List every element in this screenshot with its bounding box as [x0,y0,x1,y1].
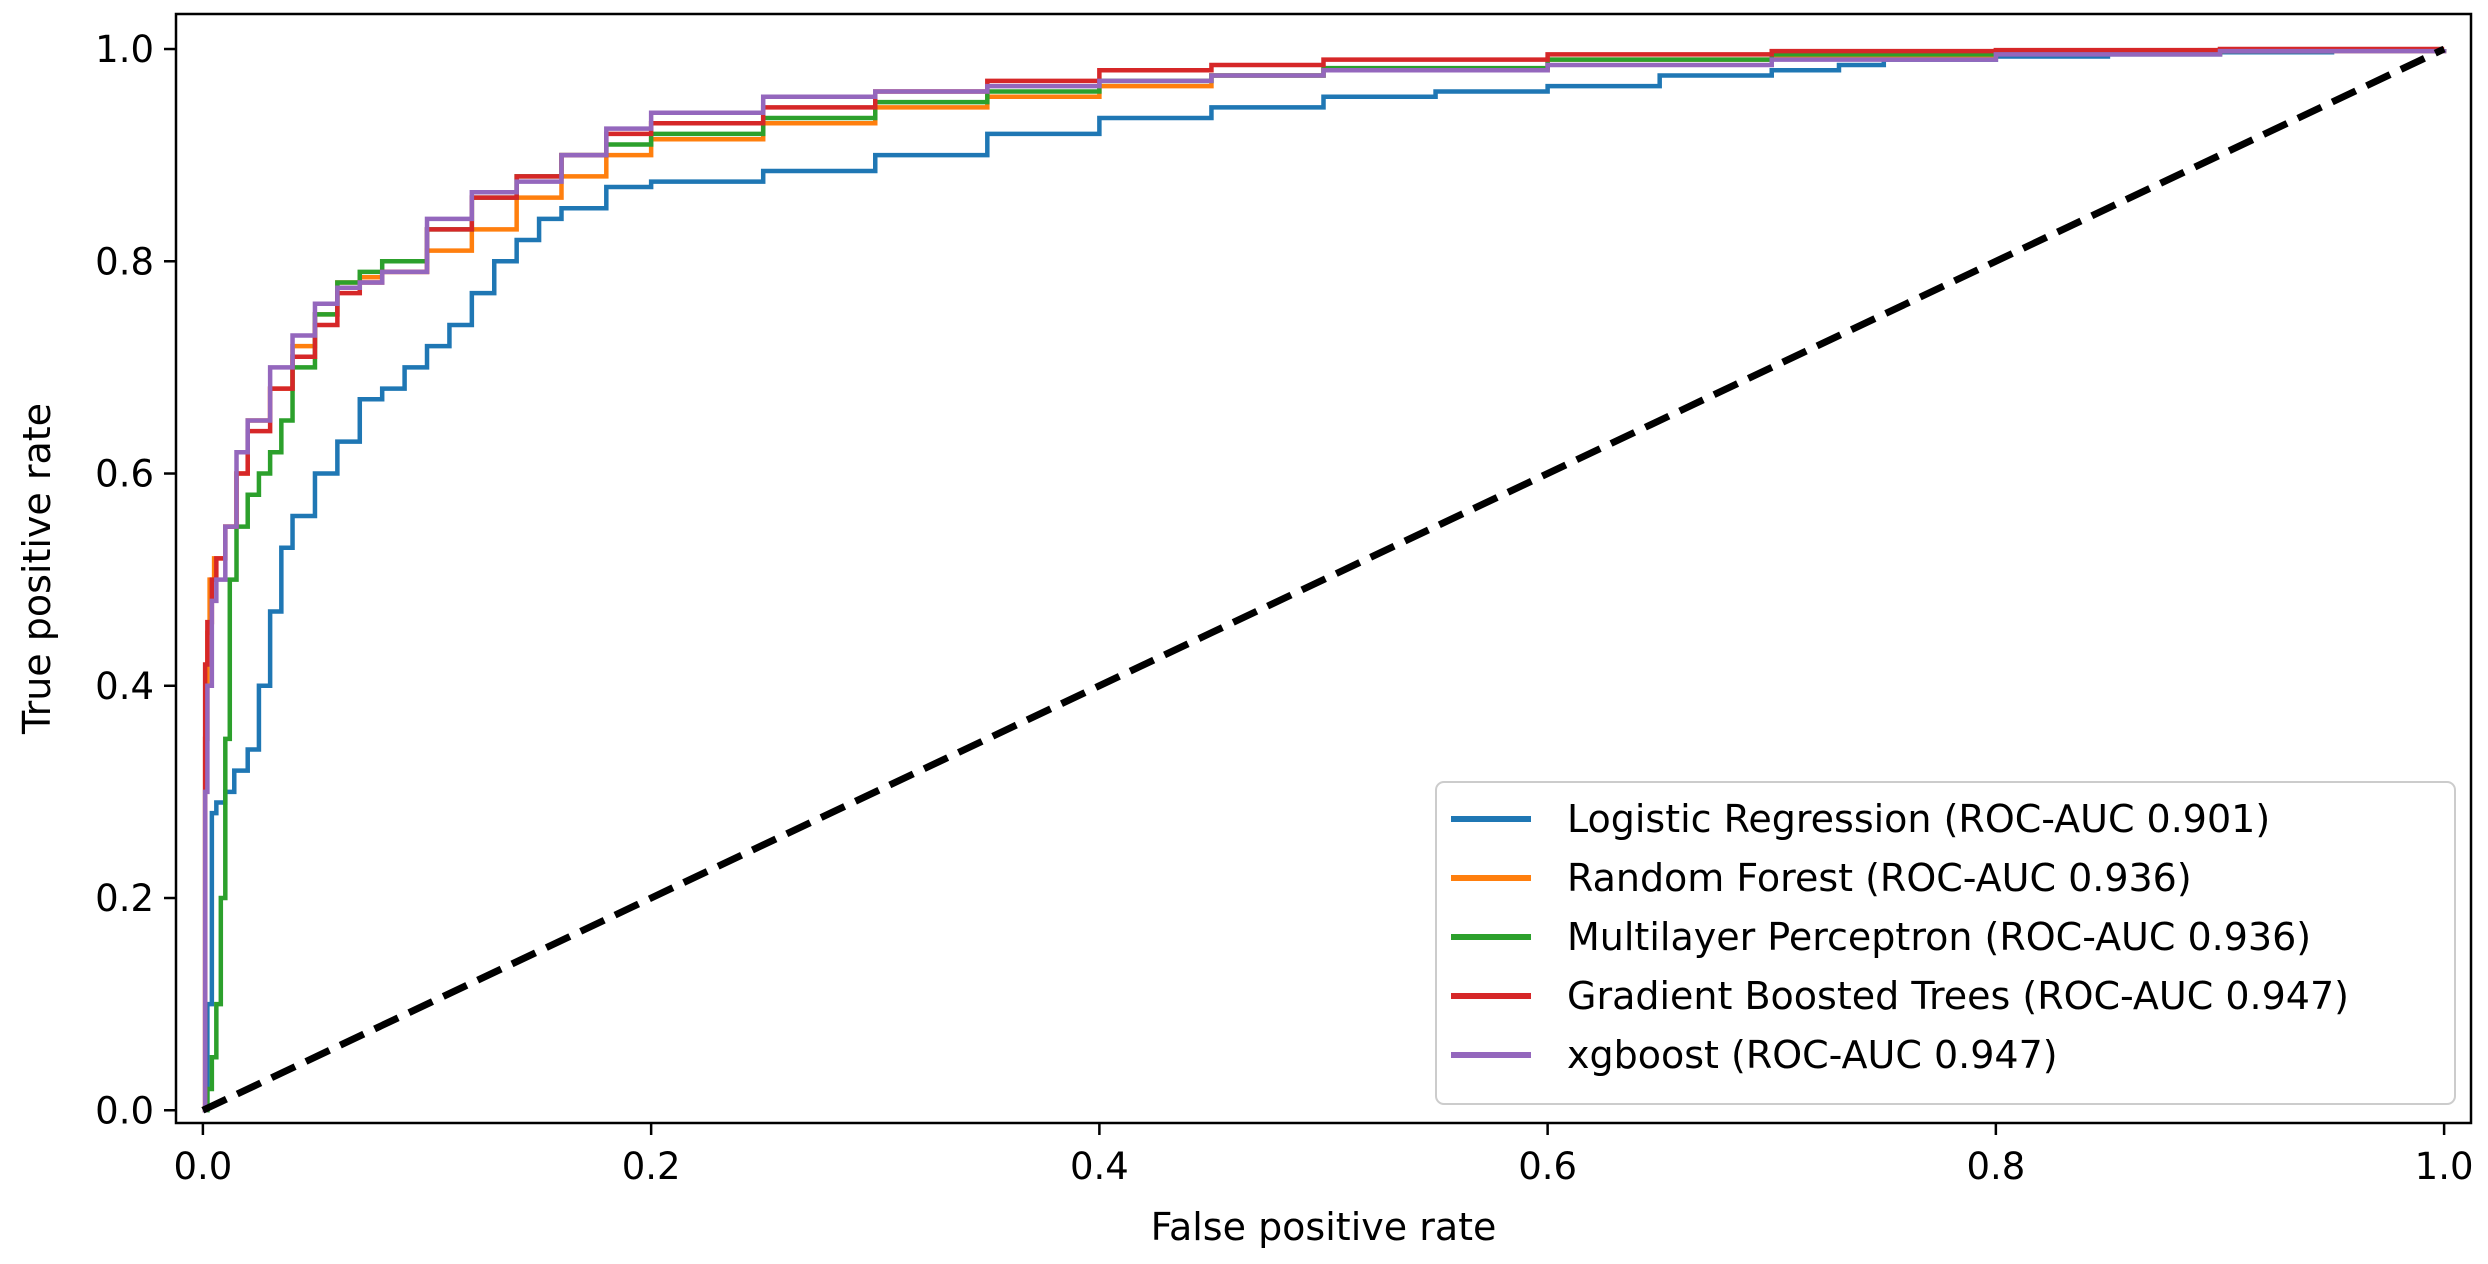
legend: Logistic Regression (ROC-AUC 0.901) Rando… [1435,781,2456,1105]
x-tick-label: 0.0 [173,1145,232,1188]
legend-label-3: Multilayer Perceptron (ROC-AUC 0.936) [1567,915,2311,959]
series-layer [202,46,2447,1113]
legend-label-2: Random Forest (ROC-AUC 0.936) [1567,856,2192,900]
x-tick-label: 1.0 [2415,1145,2474,1188]
reference-diagonal-line [201,45,2446,1114]
series-line-1 [202,47,2447,1113]
series-line-5 [202,48,2447,1113]
x-tick-label: 0.2 [622,1145,681,1188]
y-tick-label: 0.2 [95,877,154,920]
y-axis: 0.0 0.2 0.4 0.6 0.8 1.0 [95,28,176,1132]
y-tick-label: 0.0 [95,1089,154,1132]
x-tick-label: 0.6 [1518,1145,1577,1188]
y-tick-label: 0.6 [95,453,154,496]
y-tick-label: 1.0 [95,28,154,71]
legend-label-5: xgboost (ROC-AUC 0.947) [1567,1033,2058,1077]
x-axis: 0.0 0.2 0.4 0.6 0.8 1.0 [173,1123,2474,1188]
legend-box [1435,781,2456,1105]
legend-label-1: Logistic Regression (ROC-AUC 0.901) [1567,797,2270,841]
plot-frame [174,12,2473,1125]
y-axis-title: True positive rate [15,403,59,735]
reference-layer [201,45,2446,1114]
x-tick-label: 0.4 [1070,1145,1129,1188]
x-tick-label: 0.8 [1966,1145,2025,1188]
y-tick-label: 0.4 [95,665,154,708]
x-axis-title: False positive rate [1151,1205,1497,1249]
y-tick-label: 0.8 [95,240,154,283]
legend-label-4: Gradient Boosted Trees (ROC-AUC 0.947) [1567,974,2349,1018]
